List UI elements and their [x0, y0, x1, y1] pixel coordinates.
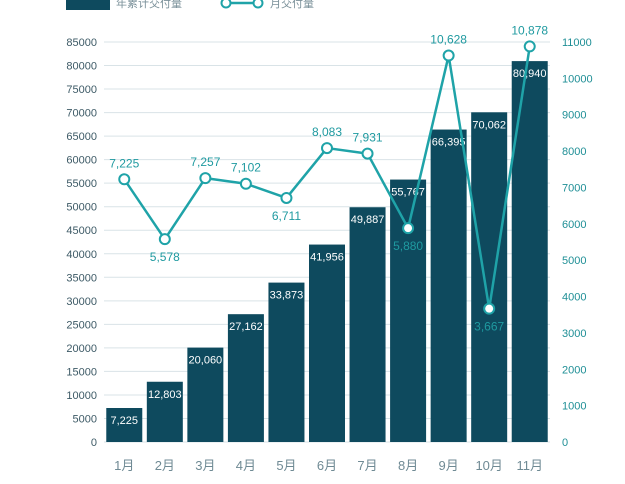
line-point [118, 173, 131, 186]
left-tick-label: 0 [91, 437, 97, 449]
bar [471, 112, 508, 442]
bar-data-label: 55,767 [391, 187, 425, 199]
bar [268, 282, 305, 442]
line-data-label: 10,878 [511, 23, 548, 37]
bar-data-label: 7,225 [111, 415, 139, 427]
bar-data-label: 33,873 [270, 290, 304, 302]
line-data-label: 5,880 [393, 239, 423, 253]
line-data-label: 10,628 [430, 33, 467, 47]
legend-line-marker-left [220, 0, 232, 9]
category-label: 4月 [236, 458, 256, 473]
left-tick-label: 5000 [73, 413, 97, 425]
bar-data-label: 41,956 [310, 252, 344, 264]
legend-line-marker-right [252, 0, 264, 9]
category-label: 9月 [439, 458, 459, 473]
right-tick-label: 1000 [562, 401, 586, 413]
left-tick-label: 55000 [66, 178, 97, 190]
bar-series [106, 61, 548, 442]
right-tick-label: 2000 [562, 364, 586, 376]
left-tick-label: 85000 [66, 37, 97, 49]
legend-bar-label: 年累计交付量 [116, 0, 182, 10]
bar [309, 244, 345, 442]
bar [511, 61, 548, 442]
bar [187, 347, 224, 442]
line-point [442, 49, 455, 62]
legend-line-label: 月交付量 [270, 0, 314, 10]
category-label: 1月 [114, 458, 134, 473]
left-tick-label: 70000 [66, 108, 97, 120]
bar [106, 408, 143, 442]
line-point [199, 172, 212, 185]
x-axis: 1月 2月 3月 4月 5月 6月 7月 8月 9月 10月 11月 [114, 458, 543, 473]
line-point [280, 191, 293, 204]
bar [430, 129, 467, 442]
left-tick-label: 40000 [66, 249, 97, 261]
category-label: 8月 [398, 458, 418, 473]
category-label: 10月 [475, 458, 502, 473]
line-labels: 7,225 5,578 7,257 7,102 6,711 8,083 7,931 5,880… [109, 23, 548, 333]
line-point [239, 177, 252, 190]
left-tick-label: 80000 [66, 61, 97, 73]
line-data-label: 7,102 [231, 161, 261, 175]
right-tick-label: 6000 [562, 219, 586, 231]
category-label: 2月 [155, 458, 175, 473]
line-point [483, 302, 496, 315]
line-data-label: 7,225 [109, 156, 139, 170]
bar [390, 179, 427, 442]
line-data-label: 3,667 [474, 320, 504, 334]
right-tick-label: 11000 [562, 37, 592, 49]
right-tick-label: 0 [562, 437, 568, 449]
bar [146, 381, 183, 442]
category-label: 11月 [516, 458, 543, 473]
line-point [361, 147, 374, 160]
left-tick-label: 60000 [66, 155, 97, 167]
category-label: 7月 [357, 458, 377, 473]
left-tick-label: 65000 [66, 131, 97, 143]
right-tick-label: 10000 [562, 73, 593, 85]
left-tick-label: 45000 [66, 225, 97, 237]
bar-data-label: 27,162 [229, 321, 263, 333]
bar-data-label: 80,940 [513, 68, 547, 80]
line-point [523, 40, 536, 53]
bar-labels: 7,225 12,803 20,060 27,162 33,873 41,956 49,88… [111, 68, 547, 427]
left-tick-label: 75000 [66, 84, 97, 96]
bar-data-label: 70,062 [472, 119, 506, 131]
line-data-label: 6,711 [272, 209, 301, 223]
line-data-label: 8,083 [312, 125, 342, 139]
category-label: 5月 [276, 458, 296, 473]
line-point [321, 142, 333, 155]
line-point [158, 233, 171, 246]
left-axis: 0 5000 10000 15000 20000 25000 30000 35000 40000… [66, 37, 97, 449]
bar-data-label: 66,395 [432, 137, 466, 149]
left-tick-label: 10000 [66, 390, 97, 402]
bar [227, 314, 264, 442]
line-data-label: 5,578 [150, 250, 180, 264]
bar-data-label: 49,887 [351, 214, 385, 226]
category-label: 3月 [195, 458, 215, 473]
bar-data-label: 12,803 [148, 389, 182, 401]
legend-bar-swatch [66, 0, 110, 10]
line-series [118, 40, 536, 315]
bar-data-label: 20,060 [189, 355, 223, 367]
bar [349, 207, 386, 442]
left-tick-label: 25000 [66, 319, 97, 331]
left-tick-label: 15000 [66, 366, 97, 378]
right-tick-label: 5000 [562, 255, 586, 267]
line-point [402, 222, 415, 235]
line-data-label: 7,257 [190, 155, 220, 169]
left-tick-label: 35000 [66, 272, 97, 284]
category-label: 6月 [317, 458, 337, 473]
left-tick-label: 20000 [66, 343, 97, 355]
left-tick-label: 30000 [66, 296, 97, 308]
right-tick-label: 4000 [562, 292, 586, 304]
line-data-label: 7,931 [353, 131, 383, 145]
right-tick-label: 7000 [562, 182, 586, 194]
right-tick-label: 9000 [562, 110, 586, 122]
right-axis: 0 1000 2000 3000 4000 5000 6000 7000 8000 9000 100… [562, 37, 593, 449]
left-tick-label: 50000 [66, 202, 97, 214]
right-tick-label: 8000 [562, 146, 586, 158]
legend: 年累计交付量 月交付量 [66, 0, 314, 10]
right-tick-label: 3000 [562, 328, 586, 340]
